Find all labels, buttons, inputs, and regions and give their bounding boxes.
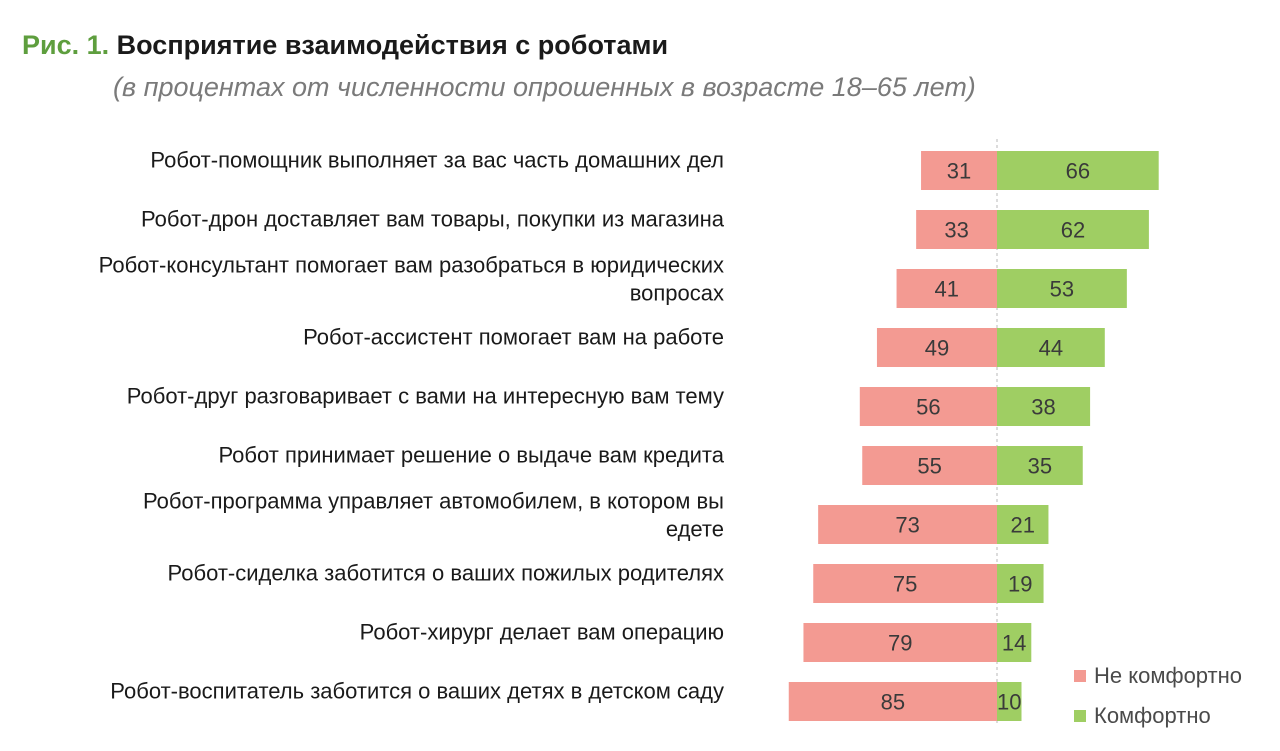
bar-not-comfortable (876, 328, 997, 367)
bar-comfortable (997, 564, 1044, 603)
bar-comfortable (997, 623, 1032, 662)
value-label-not-comfortable: 85 (881, 690, 905, 715)
bar-not-comfortable (862, 446, 997, 485)
bar-comfortable (997, 505, 1049, 544)
value-label-not-comfortable: 73 (895, 513, 919, 538)
bar-not-comfortable (803, 623, 997, 662)
bar-comfortable (997, 151, 1159, 190)
category-label-line: Робот-консультант помогает вам разобрать… (99, 253, 724, 278)
legend-label-not-comfortable: Не комфортно (1094, 663, 1243, 688)
category-label: Робот принимает решение о выдаче вам кре… (218, 443, 724, 468)
category-label-line: Робот-воспитатель заботится о ваших детя… (110, 679, 724, 704)
chart-title: Рис. 1. Восприятие взаимодействия с робо… (22, 30, 668, 61)
value-label-comfortable: 14 (1002, 631, 1026, 656)
category-label: Робот-друг разговаривает с вами на интер… (127, 384, 724, 409)
value-label-not-comfortable: 55 (917, 454, 941, 479)
legend-item-comfortable: Комфортно (1074, 696, 1242, 736)
value-label-comfortable: 62 (1061, 218, 1085, 243)
value-label-not-comfortable: 41 (935, 277, 959, 302)
bar-not-comfortable (818, 505, 997, 544)
category-label-line: Робот-программа управляет автомобилем, в… (143, 489, 724, 514)
category-label: Робот-воспитатель заботится о ваших детя… (110, 679, 724, 704)
category-label-line: едете (666, 517, 724, 542)
category-label-line: Робот-хирург делает вам операцию (360, 620, 724, 645)
bar-not-comfortable (896, 269, 997, 308)
bar-comfortable (997, 387, 1091, 426)
category-label-line: Робот принимает решение о выдаче вам кре… (218, 443, 724, 468)
bar-not-comfortable (788, 682, 997, 721)
bar-comfortable (997, 446, 1083, 485)
category-label: Робот-хирург делает вам операцию (360, 620, 724, 645)
value-label-not-comfortable: 75 (893, 572, 917, 597)
legend-item-not-comfortable: Не комфортно (1074, 656, 1242, 696)
legend-swatch-not-comfortable (1074, 670, 1086, 682)
category-label: Робот-консультант помогает вам разобрать… (99, 253, 724, 306)
value-label-not-comfortable: 79 (888, 631, 912, 656)
value-label-comfortable: 53 (1050, 277, 1074, 302)
bar-comfortable (997, 682, 1022, 721)
bar-comfortable (997, 328, 1105, 367)
value-label-comfortable: 10 (997, 690, 1021, 715)
value-label-comfortable: 21 (1010, 513, 1034, 538)
value-label-not-comfortable: 49 (925, 336, 949, 361)
title-text: Восприятие взаимодействия с роботами (116, 30, 669, 60)
category-label: Робот-сиделка заботится о ваших пожилых … (168, 561, 724, 586)
figure-number: Рис. 1. (22, 30, 110, 60)
category-label-line: вопросах (630, 281, 724, 306)
legend-swatch-comfortable (1074, 710, 1086, 722)
value-label-not-comfortable: 56 (916, 395, 940, 420)
category-label: Робот-помощник выполняет за вас часть до… (150, 148, 724, 173)
category-label-line: Робот-ассистент помогает вам на работе (303, 325, 724, 350)
category-label-line: Робот-друг разговаривает с вами на интер… (127, 384, 724, 409)
category-label: Робот-программа управляет автомобилем, в… (143, 489, 724, 542)
value-label-not-comfortable: 31 (947, 159, 971, 184)
legend-label-comfortable: Комфортно (1094, 703, 1211, 728)
category-label-line: Робот-сиделка заботится о ваших пожилых … (168, 561, 724, 586)
value-label-comfortable: 38 (1031, 395, 1055, 420)
bar-comfortable (997, 269, 1127, 308)
bar-comfortable (997, 210, 1149, 249)
legend: Не комфортно Комфортно (1074, 656, 1242, 736)
category-label: Робот-ассистент помогает вам на работе (303, 325, 724, 350)
bar-not-comfortable (916, 210, 997, 249)
category-label-line: Робот-помощник выполняет за вас часть до… (150, 148, 724, 173)
value-label-comfortable: 66 (1066, 159, 1090, 184)
value-label-comfortable: 44 (1039, 336, 1063, 361)
bar-not-comfortable (813, 564, 997, 603)
bar-not-comfortable (921, 151, 997, 190)
value-label-comfortable: 19 (1008, 572, 1032, 597)
category-label: Робот-дрон доставляет вам товары, покупк… (141, 207, 725, 232)
chart-subtitle: (в процентах от численности опрошенных в… (113, 72, 976, 102)
category-label-line: Робот-дрон доставляет вам товары, покупк… (141, 207, 725, 232)
value-label-comfortable: 35 (1028, 454, 1052, 479)
value-label-not-comfortable: 33 (944, 218, 968, 243)
bar-not-comfortable (859, 387, 997, 426)
